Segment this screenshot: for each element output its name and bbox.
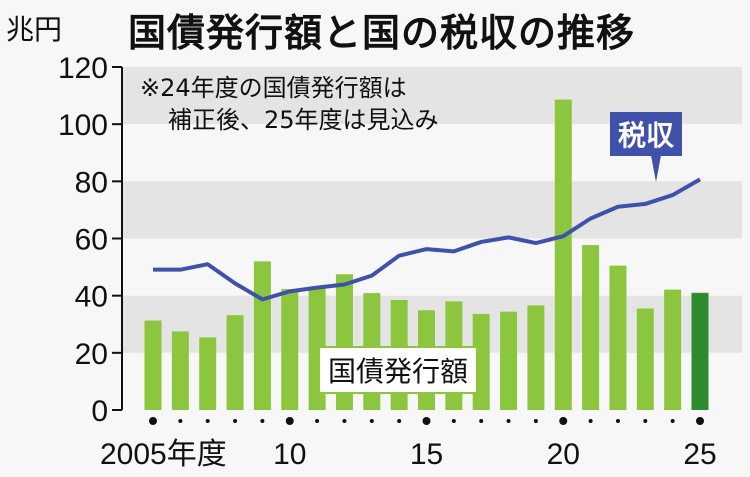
chart-title: 国債発行額と国の税収の推移	[128, 11, 636, 55]
x-tick-dot	[696, 417, 704, 425]
bar-2025	[691, 292, 709, 410]
x-tick-dot	[285, 417, 294, 425]
y-tick-label: 60	[75, 224, 108, 257]
bar-2022	[609, 265, 627, 410]
bar-2023	[636, 308, 654, 410]
annotation-line-2: 補正後、25年度は見込み	[168, 106, 439, 134]
y-tick-label: 80	[75, 166, 108, 199]
x-tick-dot	[260, 419, 265, 423]
bar-2009	[253, 261, 271, 410]
legend-bond-issuance: 国債発行額	[318, 346, 479, 394]
bar-2020	[554, 99, 572, 411]
bar-2007	[199, 337, 217, 410]
x-tick-dot	[369, 419, 374, 423]
tax-revenue-line	[153, 177, 701, 302]
y-tick-label: 40	[75, 281, 108, 314]
x-tick-dot	[615, 419, 620, 423]
x-tick-label: 10	[273, 438, 306, 471]
x-tick-dot	[643, 419, 648, 423]
bar-2010	[281, 289, 299, 410]
bar-2005	[144, 320, 162, 410]
y-tick-label: 20	[75, 338, 108, 371]
bar-2021	[582, 245, 600, 410]
y-tick-label: 0	[91, 395, 108, 428]
x-tick-label: 15	[410, 438, 443, 471]
x-tick-label: 25	[683, 438, 716, 471]
y-axis-unit: 兆円	[6, 13, 63, 46]
grid-band	[122, 181, 742, 239]
legend-tax-revenue: 税収	[610, 112, 683, 156]
bar-2024	[664, 289, 682, 410]
x-tick-dot	[559, 417, 568, 425]
x-tick-dot	[315, 419, 320, 423]
tax-label-pointer	[650, 150, 662, 182]
x-tick-dot	[588, 419, 593, 423]
x-tick-dot	[670, 419, 675, 423]
bar-2018	[500, 311, 518, 410]
x-tick-dot	[451, 419, 456, 423]
x-tick-dot	[205, 419, 210, 423]
x-tick-label: 20	[547, 438, 580, 471]
x-tick-dot	[533, 419, 538, 423]
x-tick-dot	[149, 417, 157, 425]
x-tick-dot	[397, 419, 402, 423]
x-tick-dot	[342, 419, 347, 423]
x-tick-dot	[178, 419, 183, 423]
x-tick-dot	[233, 419, 238, 423]
bar-2008	[226, 315, 244, 410]
x-tick-label: 2005年度	[100, 438, 227, 471]
y-tick-label: 120	[58, 52, 108, 85]
x-tick-dot	[506, 419, 511, 423]
annotation-line-1: ※24年度の国債発行額は	[140, 74, 407, 102]
x-tick-dot	[479, 419, 484, 423]
bar-2006	[171, 331, 189, 410]
annotation-note: ※24年度の国債発行額は 補正後、25年度は見込み	[140, 72, 439, 136]
y-tick-label: 100	[58, 109, 108, 142]
x-tick-dot	[422, 417, 431, 425]
bar-2019	[527, 305, 545, 410]
